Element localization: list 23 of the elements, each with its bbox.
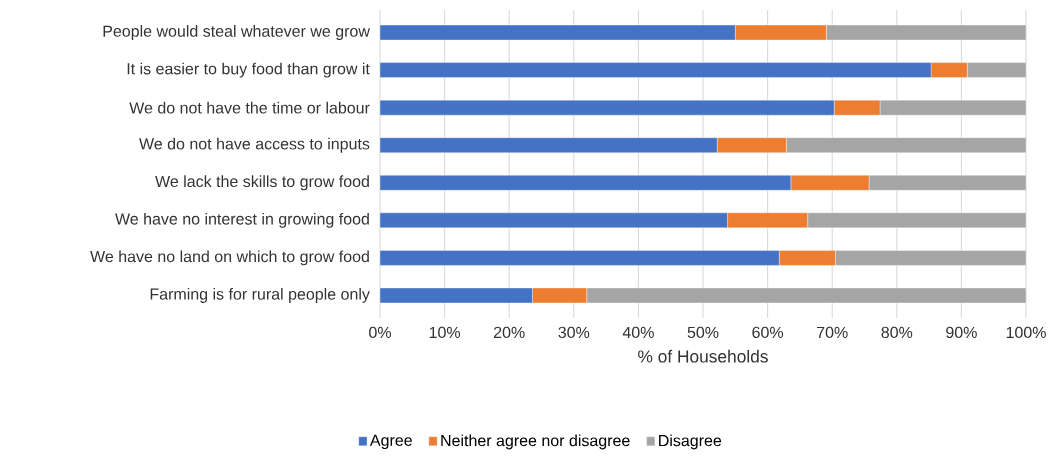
y-tick-label: It is easier to buy food than grow it (127, 62, 370, 78)
y-tick-label: We have no interest in growing food (115, 212, 369, 228)
x-tick-label: 10% (429, 326, 461, 339)
x-tick-label: 90% (946, 326, 977, 339)
x-tick-label: 30% (558, 326, 590, 339)
y-tick-label: We lack the skills to grow food (155, 175, 369, 191)
x-tick-label: 20% (493, 326, 525, 339)
y-tick-label: Farming is for rural people only (150, 288, 370, 303)
x-tick-label: 80% (881, 326, 913, 339)
x-tick-label: 100% (1006, 326, 1046, 339)
y-tick-label: We have no land on which to grow food (90, 250, 369, 266)
legend-label: Neither agree nor disagree (441, 434, 630, 450)
x-tick-label: 40% (622, 326, 654, 339)
x-tick-label: 0% (369, 326, 391, 339)
y-tick-label: People would steal whatever we grow (103, 25, 370, 41)
x-tick-label: 70% (817, 326, 848, 339)
legend-label: Agree (369, 434, 412, 450)
legend-label: Disagree (659, 434, 722, 450)
x-axis-title: % of Households (638, 349, 768, 363)
x-tick-label: 50% (687, 326, 719, 339)
y-tick-label: We do not have access to inputs (139, 137, 370, 153)
x-tick-label: 60% (752, 326, 784, 339)
y-tick-label: We do not have the time or labour (129, 101, 370, 114)
